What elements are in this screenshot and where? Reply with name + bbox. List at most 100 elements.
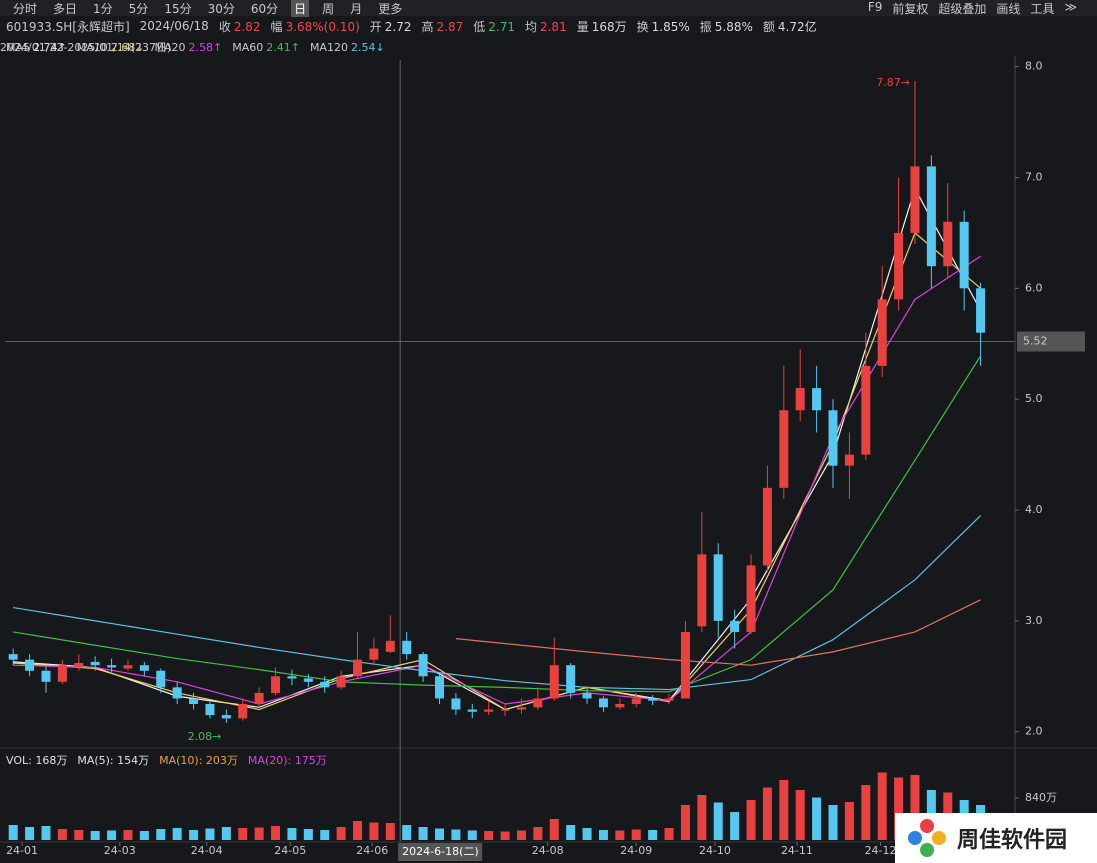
- volume-bar: [549, 819, 559, 840]
- tab[interactable]: 60分: [250, 1, 279, 16]
- volume-bar: [746, 800, 756, 840]
- candle-body: [680, 631, 690, 699]
- volume-header-item: MA(10): 203万: [159, 754, 238, 767]
- volume-bar: [353, 821, 363, 840]
- legend-item: MA10 2.68↓: [77, 41, 145, 54]
- tab[interactable]: 30分: [207, 1, 235, 16]
- date: 2024/06/18: [139, 19, 209, 33]
- volume-bar: [172, 828, 182, 840]
- candle-body: [828, 410, 838, 466]
- candle-body: [238, 703, 248, 719]
- candle-body: [926, 166, 936, 267]
- volume-bar: [369, 822, 379, 840]
- info-value: 2.81: [539, 19, 567, 34]
- crosshair-price-box: [1017, 331, 1085, 352]
- candle-body: [172, 687, 182, 699]
- volume-bar: [762, 787, 772, 840]
- volume-bar: [516, 830, 526, 840]
- candle-body: [549, 665, 559, 699]
- info-item: 量 168万: [577, 18, 627, 35]
- info-label: 低: [473, 19, 486, 34]
- y-tick-label: 7.0: [1025, 170, 1043, 183]
- candle-body: [156, 670, 166, 688]
- candle-body: [402, 640, 412, 655]
- x-tick-label: 24-03: [104, 844, 136, 857]
- volume-bar: [90, 831, 100, 840]
- y-tick-label: 6.0: [1025, 281, 1043, 294]
- candle-body: [8, 654, 18, 660]
- candle-body: [41, 670, 51, 682]
- volume-header-item: MA(5): 154万: [77, 754, 150, 767]
- tab[interactable]: 5分: [128, 1, 149, 16]
- volume-bar: [320, 830, 330, 840]
- volume-bar: [877, 772, 887, 840]
- tab[interactable]: 1分: [93, 1, 113, 16]
- volume-bar: [123, 830, 133, 840]
- tab[interactable]: 日: [291, 0, 310, 17]
- volume-bar: [533, 827, 543, 840]
- tool[interactable]: ≫: [1064, 0, 1077, 14]
- candle-body: [664, 698, 674, 701]
- candle-body: [861, 365, 871, 455]
- tab[interactable]: 多日: [53, 1, 78, 16]
- volume-bar: [205, 828, 215, 840]
- candle-body: [123, 665, 133, 669]
- volume-bar: [566, 825, 576, 840]
- candle-body: [385, 640, 395, 652]
- candle-body: [254, 692, 264, 704]
- info-value: 4.72亿: [777, 19, 817, 34]
- tool[interactable]: 超级叠加: [938, 1, 987, 16]
- candle-body: [795, 388, 805, 411]
- legend-name: MA5: [6, 40, 31, 54]
- x-tick-label: 24-04: [191, 844, 223, 857]
- tab[interactable]: 月: [350, 1, 363, 16]
- tool[interactable]: 画线: [996, 1, 1021, 16]
- tool[interactable]: 工具: [1030, 1, 1055, 16]
- x-tick-label: 24-12: [865, 844, 897, 857]
- candle-body: [74, 662, 84, 668]
- volume-bar: [500, 831, 510, 840]
- volume-bar: [74, 830, 84, 840]
- range: 2024/01/22-2025/01/14(237日): [0, 41, 172, 54]
- volume-bar: [189, 830, 199, 840]
- volume-header: VOL: 168万 MA(5): 154万 MA(10): 203万 MA(20): …: [0, 752, 337, 768]
- volume-bar: [25, 827, 35, 840]
- toolbar-right: F9 前复权 超级叠加 画线 工具 ≫: [868, 0, 1087, 17]
- volume-bar: [57, 829, 67, 840]
- tab[interactable]: 更多: [378, 1, 403, 16]
- x-tick-label: 24-06: [356, 844, 388, 857]
- tool[interactable]: F9: [867, 0, 883, 14]
- volume-bar: [795, 790, 805, 840]
- y-tick-label: 2.0: [1025, 725, 1043, 738]
- info-value: 5.88%: [714, 19, 753, 34]
- ma-line: [13, 355, 982, 693]
- candle-body: [467, 709, 477, 712]
- info-item: 开 2.72: [370, 18, 412, 35]
- tab[interactable]: 周: [322, 1, 335, 16]
- tab[interactable]: 15分: [164, 1, 192, 16]
- volume-bar: [730, 812, 740, 840]
- tool[interactable]: 前复权: [892, 1, 929, 16]
- candle-body: [762, 487, 772, 566]
- x-tick-label: 24-01: [6, 844, 38, 857]
- tab[interactable]: 分时: [13, 1, 38, 16]
- candle-body: [812, 388, 822, 411]
- info-value: 2.82: [233, 19, 261, 34]
- volume-bar: [336, 827, 346, 840]
- legend-name: MA10: [76, 40, 108, 54]
- volume-y-tick-label: 840万: [1025, 791, 1057, 804]
- candle-body: [910, 166, 920, 233]
- legend-item: MA5 2.74↑: [6, 41, 67, 54]
- crosshair-date-box: [398, 843, 483, 861]
- legend-name: MA120: [309, 40, 348, 54]
- volume-bar: [402, 825, 412, 840]
- x-tick-label: 24-09: [620, 844, 652, 857]
- candle-body: [287, 676, 297, 679]
- volume-bar: [434, 828, 444, 840]
- volume-bar: [418, 827, 428, 840]
- volume-bar: [680, 805, 690, 840]
- info-label: 幅: [270, 19, 283, 34]
- candle-body: [336, 676, 346, 688]
- candle-body: [107, 665, 117, 668]
